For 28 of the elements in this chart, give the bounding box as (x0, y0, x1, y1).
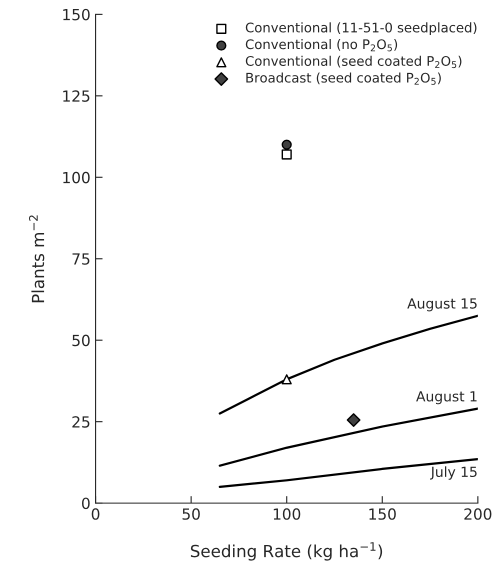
y-axis-title: Plants m$^{−2}$ (29, 215, 44, 302)
line-series (218, 408, 478, 467)
series-label: August 1 (416, 391, 477, 404)
x-tick-label: 150 (369, 508, 396, 520)
point (282, 374, 292, 384)
x-tick-label: 100 (274, 508, 300, 520)
y-tick-label: 100 (63, 172, 90, 184)
y-tick-label: 50 (72, 334, 90, 346)
y-tick-label: 75 (72, 253, 90, 265)
x-tick-label: 0 (92, 508, 100, 520)
y-tick-label: 0 (82, 498, 90, 510)
line-series (218, 458, 478, 488)
legend-label: Conventional (no P$_{2}$O$_{5}$) (246, 39, 398, 52)
x-axis-title: Seeding Rate (kg ha$^{−1}$) (190, 542, 382, 561)
x-tick-label: 50 (182, 508, 200, 520)
y-tick-label: 25 (72, 416, 90, 428)
x-tick-label: 200 (464, 508, 492, 520)
y-tick-label: 150 (63, 8, 90, 20)
legend-label: Conventional (seed coated P$_{2}$O$_{5}$) (246, 56, 462, 68)
point (282, 149, 292, 160)
series-label: July 15 (430, 466, 477, 480)
series-label: August 15 (407, 298, 477, 312)
y-tick-label: 125 (63, 90, 90, 102)
legend-label: Conventional (11-51-0 seedplaced) (246, 22, 476, 36)
point (346, 413, 361, 427)
legend-label: Broadcast (seed coated P$_{2}$O$_{5}$) (246, 72, 441, 85)
line-series (218, 314, 478, 415)
point (282, 140, 292, 150)
